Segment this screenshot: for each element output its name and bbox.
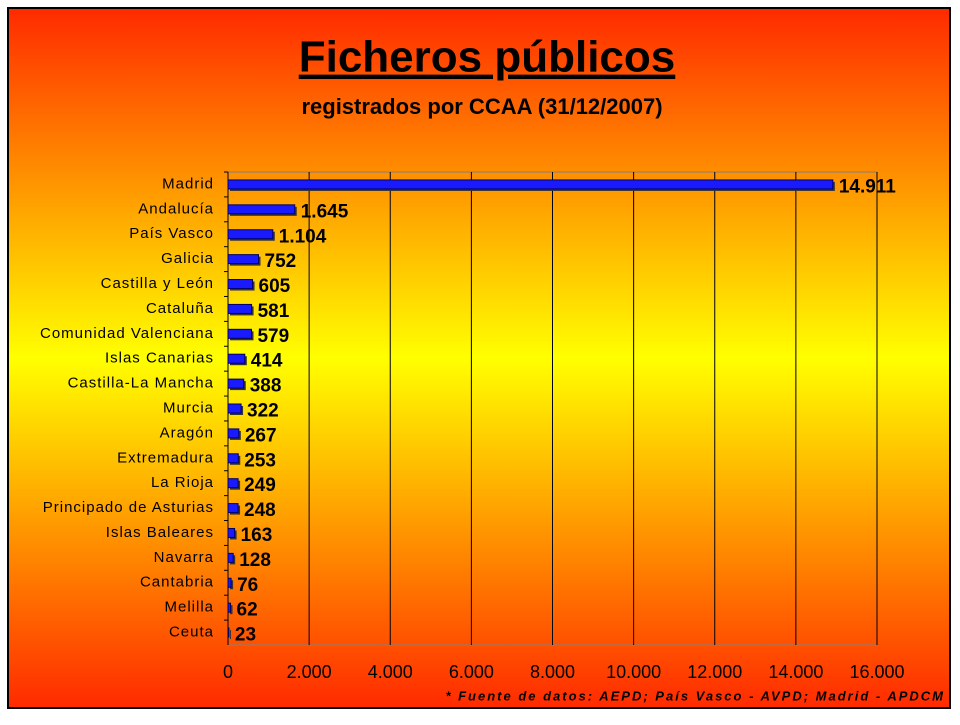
y-tick-label: Principado de Asturias [43,499,214,516]
value-label: 62 [237,600,258,621]
x-tick-label: 0 [223,662,233,682]
chart-title: Ficheros públicos [299,33,676,82]
x-tick-label: 8.000 [530,662,575,682]
bar [227,378,245,389]
value-label: 253 [244,450,276,471]
y-tick-label: La Rioja [151,474,214,491]
value-label: 23 [235,625,256,646]
bar-shadow [230,630,231,640]
y-tick-label: Madrid [162,175,214,192]
y-tick-label: Islas Canarias [105,350,214,367]
value-label: 605 [259,276,291,297]
value-label: 322 [247,401,279,422]
y-tick-label: Melilla [164,599,214,616]
bar [227,254,260,265]
bar [227,478,239,489]
chart-subtitle: registrados por CCAA (31/12/2007) [301,94,662,119]
bar [227,403,242,414]
bar [227,353,246,364]
value-label: 1.104 [279,226,327,247]
y-tick-label: País Vasco [129,225,214,242]
bar [227,453,239,464]
x-tick-label: 6.000 [449,662,494,682]
bar [227,303,253,314]
value-label: 14.911 [839,176,896,197]
y-tick-label: Comunidad Valenciana [40,325,214,342]
x-tick-label: 12.000 [687,662,742,682]
x-tick-label: 14.000 [768,662,823,682]
slide [7,7,951,709]
x-tick-label: 4.000 [368,662,413,682]
value-label: 579 [257,326,289,347]
value-label: 581 [258,301,290,322]
y-tick-label: Cantabria [140,574,214,591]
y-tick-label: Cataluña [146,300,214,317]
bar [227,627,230,638]
x-tick-label: 10.000 [606,662,661,682]
bar [227,279,254,290]
source-note: * Fuente de datos: AEPD; País Vasco - AV… [445,688,945,703]
bar [227,577,232,588]
y-tick-label: Castilla y León [101,275,214,292]
y-tick-label: Ceuta [169,624,214,641]
value-label: 1.645 [301,201,349,222]
y-tick-label: Extremadura [117,449,214,466]
bar [227,552,234,563]
value-label: 76 [237,575,258,596]
bar [227,328,252,339]
value-label: 752 [265,251,297,272]
bar [227,179,834,190]
y-tick-label: Andalucía [138,200,214,217]
bar [227,527,236,538]
bar [227,204,296,215]
bar [227,229,274,240]
y-tick-label: Islas Baleares [106,524,214,541]
value-label: 248 [244,500,276,521]
y-tick-label: Castilla-La Mancha [68,375,214,392]
value-label: 267 [245,425,277,446]
bar-shadow [230,605,233,615]
x-tick-label: 2.000 [287,662,332,682]
value-label: 128 [239,550,271,571]
bar [227,503,239,514]
bar [227,428,240,439]
y-tick-label: Aragón [160,424,214,441]
y-tick-label: Navarra [154,549,214,566]
x-tick-label: 16.000 [849,662,904,682]
value-label: 249 [244,475,276,496]
y-tick-label: Galicia [161,250,214,267]
bar [227,602,232,613]
value-label: 414 [251,351,283,372]
value-label: 163 [241,525,273,546]
y-tick-label: Murcia [163,399,214,416]
value-label: 388 [250,376,282,397]
